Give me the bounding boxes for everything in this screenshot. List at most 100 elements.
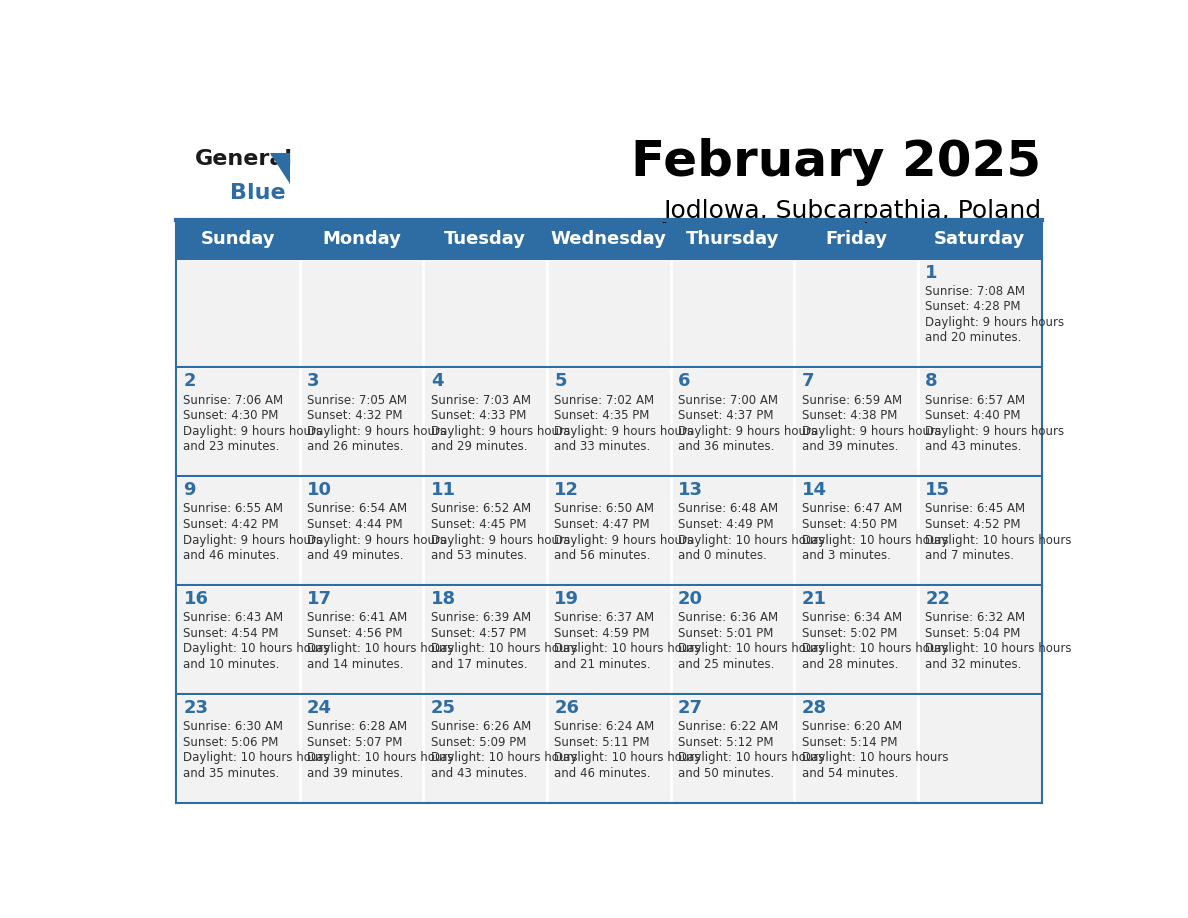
Text: Sunrise: 6:30 AM: Sunrise: 6:30 AM <box>183 721 284 733</box>
Text: 24: 24 <box>308 699 333 717</box>
Text: 5: 5 <box>555 373 567 390</box>
Text: Daylight: 10 hours hours: Daylight: 10 hours hours <box>183 751 330 765</box>
Text: Sunrise: 6:57 AM: Sunrise: 6:57 AM <box>925 394 1025 407</box>
Text: Sunset: 4:28 PM: Sunset: 4:28 PM <box>925 300 1020 313</box>
Bar <box>176 585 299 694</box>
Text: and 25 minutes.: and 25 minutes. <box>678 658 775 671</box>
Text: and 33 minutes.: and 33 minutes. <box>555 441 651 453</box>
Text: Sunset: 5:02 PM: Sunset: 5:02 PM <box>802 627 897 640</box>
Bar <box>795 694 918 803</box>
Text: Sunset: 4:56 PM: Sunset: 4:56 PM <box>308 627 403 640</box>
Bar <box>299 585 423 694</box>
Text: Friday: Friday <box>824 230 887 248</box>
Text: Daylight: 9 hours hours: Daylight: 9 hours hours <box>802 425 941 438</box>
Text: 27: 27 <box>678 699 703 717</box>
Bar <box>671 694 795 803</box>
Text: 21: 21 <box>802 590 827 608</box>
Text: 26: 26 <box>555 699 580 717</box>
Text: and 50 minutes.: and 50 minutes. <box>678 767 775 779</box>
Text: Sunrise: 6:24 AM: Sunrise: 6:24 AM <box>555 721 655 733</box>
Polygon shape <box>270 152 290 184</box>
Text: and 7 minutes.: and 7 minutes. <box>925 549 1015 562</box>
Text: Sunrise: 6:20 AM: Sunrise: 6:20 AM <box>802 721 902 733</box>
Bar <box>299 259 423 367</box>
Text: Daylight: 10 hours hours: Daylight: 10 hours hours <box>678 533 824 546</box>
Bar <box>918 367 1042 476</box>
Text: Sunrise: 7:05 AM: Sunrise: 7:05 AM <box>308 394 407 407</box>
Text: and 36 minutes.: and 36 minutes. <box>678 441 775 453</box>
Text: Sunrise: 7:08 AM: Sunrise: 7:08 AM <box>925 285 1025 297</box>
Bar <box>546 694 671 803</box>
Text: and 23 minutes.: and 23 minutes. <box>183 441 280 453</box>
Text: Jodlowa, Subcarpathia, Poland: Jodlowa, Subcarpathia, Poland <box>663 198 1042 222</box>
Text: Sunrise: 7:03 AM: Sunrise: 7:03 AM <box>431 394 531 407</box>
Text: Sunrise: 6:26 AM: Sunrise: 6:26 AM <box>431 721 531 733</box>
Text: and 26 minutes.: and 26 minutes. <box>308 441 404 453</box>
Text: and 28 minutes.: and 28 minutes. <box>802 658 898 671</box>
Text: 16: 16 <box>183 590 208 608</box>
Text: and 32 minutes.: and 32 minutes. <box>925 658 1022 671</box>
Bar <box>671 367 795 476</box>
Text: and 17 minutes.: and 17 minutes. <box>431 658 527 671</box>
Text: Sunset: 4:35 PM: Sunset: 4:35 PM <box>555 409 650 422</box>
Bar <box>176 219 1042 259</box>
Text: Sunset: 5:04 PM: Sunset: 5:04 PM <box>925 627 1020 640</box>
Text: General: General <box>195 149 292 169</box>
Bar <box>299 476 423 585</box>
Text: Daylight: 9 hours hours: Daylight: 9 hours hours <box>183 425 323 438</box>
Text: Daylight: 9 hours hours: Daylight: 9 hours hours <box>431 533 570 546</box>
Text: Sunday: Sunday <box>201 230 276 248</box>
Text: Sunset: 5:01 PM: Sunset: 5:01 PM <box>678 627 773 640</box>
Bar <box>176 476 299 585</box>
Text: 7: 7 <box>802 373 814 390</box>
Text: Daylight: 9 hours hours: Daylight: 9 hours hours <box>678 425 817 438</box>
Text: Sunrise: 6:22 AM: Sunrise: 6:22 AM <box>678 721 778 733</box>
Bar <box>918 259 1042 367</box>
Text: Sunrise: 7:06 AM: Sunrise: 7:06 AM <box>183 394 284 407</box>
Text: Sunset: 4:54 PM: Sunset: 4:54 PM <box>183 627 279 640</box>
Text: Thursday: Thursday <box>685 230 779 248</box>
Text: and 10 minutes.: and 10 minutes. <box>183 658 280 671</box>
Text: 10: 10 <box>308 481 333 499</box>
Text: Sunrise: 6:48 AM: Sunrise: 6:48 AM <box>678 502 778 516</box>
Text: Sunrise: 6:28 AM: Sunrise: 6:28 AM <box>308 721 407 733</box>
Text: and 39 minutes.: and 39 minutes. <box>802 441 898 453</box>
Bar <box>795 367 918 476</box>
Text: Daylight: 10 hours hours: Daylight: 10 hours hours <box>925 643 1072 655</box>
Text: Sunset: 5:09 PM: Sunset: 5:09 PM <box>431 735 526 749</box>
Text: Sunrise: 7:02 AM: Sunrise: 7:02 AM <box>555 394 655 407</box>
Text: 6: 6 <box>678 373 690 390</box>
Bar <box>546 585 671 694</box>
Text: Blue: Blue <box>229 183 285 203</box>
Text: and 29 minutes.: and 29 minutes. <box>431 441 527 453</box>
Text: Daylight: 10 hours hours: Daylight: 10 hours hours <box>925 533 1072 546</box>
Text: and 14 minutes.: and 14 minutes. <box>308 658 404 671</box>
Text: Monday: Monday <box>322 230 402 248</box>
Text: Sunrise: 6:54 AM: Sunrise: 6:54 AM <box>308 502 407 516</box>
Text: Daylight: 9 hours hours: Daylight: 9 hours hours <box>183 533 323 546</box>
Text: 15: 15 <box>925 481 950 499</box>
Text: 19: 19 <box>555 590 580 608</box>
Text: Sunset: 4:49 PM: Sunset: 4:49 PM <box>678 518 773 531</box>
Bar <box>423 476 546 585</box>
Text: Daylight: 9 hours hours: Daylight: 9 hours hours <box>925 316 1064 329</box>
Bar <box>176 694 299 803</box>
Text: and 3 minutes.: and 3 minutes. <box>802 549 891 562</box>
Text: Sunset: 4:42 PM: Sunset: 4:42 PM <box>183 518 279 531</box>
Bar <box>918 694 1042 803</box>
Text: Daylight: 10 hours hours: Daylight: 10 hours hours <box>431 643 577 655</box>
Bar <box>423 694 546 803</box>
Text: Daylight: 10 hours hours: Daylight: 10 hours hours <box>308 643 454 655</box>
Text: Daylight: 9 hours hours: Daylight: 9 hours hours <box>925 425 1064 438</box>
Text: Sunrise: 6:59 AM: Sunrise: 6:59 AM <box>802 394 902 407</box>
Text: Sunrise: 6:41 AM: Sunrise: 6:41 AM <box>308 611 407 624</box>
Text: 23: 23 <box>183 699 208 717</box>
Bar <box>176 367 299 476</box>
Bar <box>671 259 795 367</box>
Text: Sunrise: 6:32 AM: Sunrise: 6:32 AM <box>925 611 1025 624</box>
Bar <box>795 259 918 367</box>
Text: Sunset: 4:59 PM: Sunset: 4:59 PM <box>555 627 650 640</box>
Text: Sunrise: 6:47 AM: Sunrise: 6:47 AM <box>802 502 902 516</box>
Text: and 56 minutes.: and 56 minutes. <box>555 549 651 562</box>
Text: Daylight: 10 hours hours: Daylight: 10 hours hours <box>555 751 701 765</box>
